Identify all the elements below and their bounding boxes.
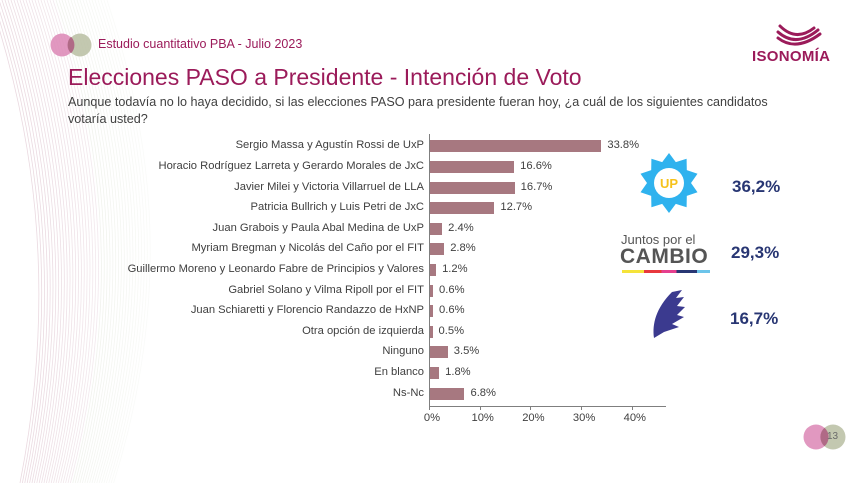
bar: [430, 346, 448, 359]
jxc-logo-text-top: Juntos por el: [621, 232, 696, 247]
category-label: Ninguno: [382, 345, 424, 358]
bar: [430, 325, 433, 338]
page-number-circles-icon: [803, 424, 846, 450]
bar: [430, 263, 437, 276]
data-label: 16.7%: [520, 180, 553, 193]
x-tick-label: 40%: [623, 412, 646, 424]
x-tick-label: 30%: [572, 412, 596, 424]
category-label: Ns-Nc: [392, 386, 424, 399]
up-logo-text: UP: [660, 176, 678, 191]
bar: [430, 305, 434, 318]
data-label: 1.8%: [445, 365, 471, 378]
bar: [430, 284, 434, 297]
bar: [430, 243, 445, 256]
page-number: 13: [827, 431, 839, 442]
category-label: Patricia Bullrich y Luis Petri de JxC: [250, 201, 424, 214]
bar: [430, 222, 443, 235]
background-swirl-decoration: [0, 0, 151, 483]
header-circles-icon: [50, 33, 92, 57]
lla-percent: 16,7%: [730, 309, 779, 328]
category-label: En blanco: [374, 365, 424, 378]
brand-name: ISONOMÍA: [752, 48, 831, 65]
category-label: Gabriel Solano y Vilma Ripoll por el FIT: [228, 283, 424, 296]
data-label: 16.6%: [520, 159, 552, 172]
x-tick-label: 0%: [423, 412, 441, 424]
data-label: 2.8%: [450, 242, 476, 255]
question-text: Aunque todavía no lo haya decidido, si l…: [68, 95, 768, 126]
data-label: 6.8%: [470, 386, 496, 399]
bar: [430, 387, 465, 400]
up-party-logo-icon: UP: [640, 153, 698, 213]
bar: [430, 140, 602, 153]
category-label: Horacio Rodríguez Larreta y Gerardo Mora…: [158, 159, 424, 172]
x-tick: [479, 406, 481, 410]
x-tick: [581, 406, 583, 410]
data-label: 0.6%: [439, 304, 465, 317]
data-label: 0.5%: [438, 324, 465, 337]
x-tick: [530, 406, 532, 410]
data-label: 2.4%: [448, 221, 474, 234]
jxc-percent: 29,3%: [731, 243, 780, 262]
x-tick-label: 10%: [471, 412, 494, 424]
isonomia-logo-icon: [776, 24, 822, 46]
category-label: Sergio Massa y Agustín Rossi de UxP: [235, 139, 424, 152]
bar: [430, 160, 515, 173]
data-label: 1.2%: [442, 262, 468, 275]
data-label: 12.7%: [500, 201, 533, 214]
category-label: Juan Grabois y Paula Abal Medina de UxP: [212, 221, 424, 234]
bar: [430, 181, 515, 194]
data-label: 0.6%: [439, 283, 465, 296]
study-label: Estudio cuantitativo PBA - Julio 2023: [98, 37, 303, 51]
x-axis-line: [429, 406, 666, 407]
y-axis-line: [429, 134, 430, 406]
category-label: Otra opción de izquierda: [302, 324, 424, 337]
category-label: Guillermo Moreno y Leonardo Fabre de Pri…: [127, 262, 424, 275]
x-tick: [631, 406, 633, 410]
category-label: Myriam Bregman y Nicolás del Caño por el…: [191, 242, 424, 255]
category-label: Javier Milei y Victoria Villarruel de LL…: [234, 180, 424, 193]
data-label: 3.5%: [453, 345, 480, 358]
data-label: 33.8%: [607, 139, 640, 152]
x-tick-label: 20%: [522, 412, 545, 424]
jxc-logo-stripe: [622, 270, 710, 273]
bar: [430, 366, 440, 379]
jxc-logo-text-bottom: CAMBIO: [620, 245, 709, 268]
page-title: Elecciones PASO a Presidente - Intención…: [68, 64, 582, 90]
up-percent: 36,2%: [732, 177, 781, 196]
lla-party-logo-icon: [653, 290, 685, 338]
x-tick: [429, 406, 430, 410]
category-label: Juan Schiaretti y Florencio Randazzo de …: [190, 304, 424, 317]
bar: [430, 202, 495, 215]
